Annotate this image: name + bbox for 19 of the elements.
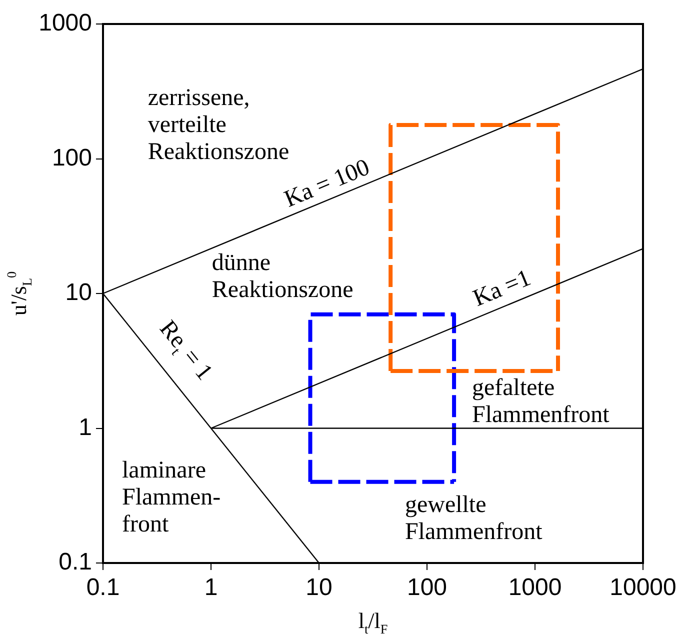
y-tick-label: 1000 xyxy=(38,10,92,37)
annotation: gewellte Flammenfront xyxy=(404,492,543,545)
y-tick-label: 0.1 xyxy=(58,548,92,576)
y-tick-label: 1 xyxy=(78,414,92,441)
x-tick-label: 10000 xyxy=(610,574,676,602)
y-axis-title: u'/sL0 xyxy=(4,270,34,316)
x-tick-label: 0.1 xyxy=(86,574,120,602)
annotation: Ka =1 xyxy=(470,265,535,312)
annotation: dünne Reaktionszone xyxy=(212,250,354,303)
x-tick-label: 10 xyxy=(306,574,332,602)
annotation: laminare Flammen- front xyxy=(122,458,221,538)
x-tick-label: 100 xyxy=(406,574,448,602)
x-tick-label: 1000 xyxy=(508,574,562,602)
annotation: Ret = 1 xyxy=(154,316,218,386)
annotation: gefaltete Flammenfront xyxy=(472,374,610,428)
x-tick-label: 1 xyxy=(204,574,218,602)
y-tick-label: 10 xyxy=(65,279,92,306)
annotation: zerrissene, verteilte Reaktionszone xyxy=(148,85,290,166)
y-tick-label: 100 xyxy=(52,144,92,172)
